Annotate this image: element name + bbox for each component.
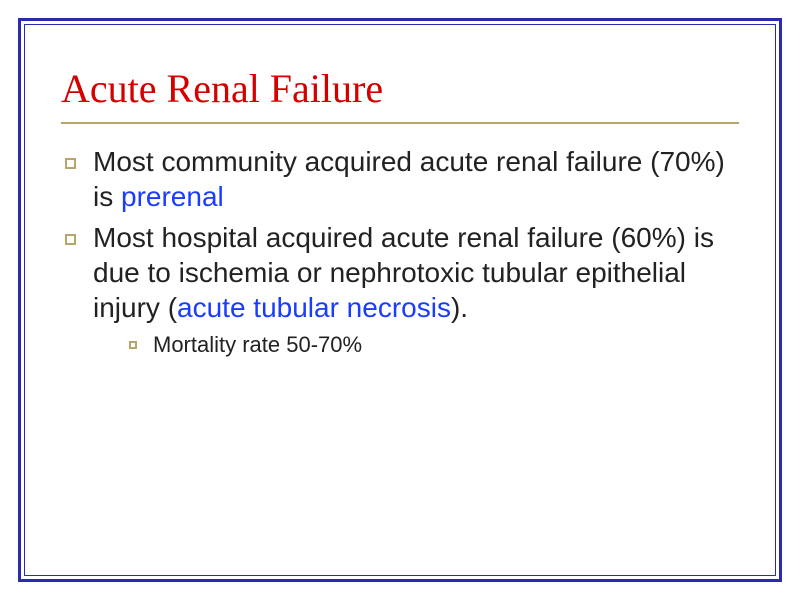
body-text: Mortality rate 50-70% [153, 332, 362, 357]
sub-list-item: Mortality rate 50-70% [125, 331, 739, 360]
list-item: Most community acquired acute renal fail… [61, 144, 739, 214]
slide-title: Acute Renal Failure [61, 65, 739, 112]
title-rule [61, 122, 739, 124]
highlight-text: acute tubular necrosis [177, 292, 451, 323]
list-item: Most hospital acquired acute renal failu… [61, 220, 739, 325]
highlight-text: prerenal [121, 181, 224, 212]
sub-list: Mortality rate 50-70% [125, 331, 739, 360]
body-list: Most community acquired acute renal fail… [61, 144, 739, 360]
sub-list-wrapper: Mortality rate 50-70% [61, 331, 739, 360]
outer-frame: Acute Renal Failure Most community acqui… [18, 18, 782, 582]
body-text: ). [451, 292, 468, 323]
inner-frame: Acute Renal Failure Most community acqui… [24, 24, 776, 576]
slide: Acute Renal Failure Most community acqui… [0, 0, 800, 600]
